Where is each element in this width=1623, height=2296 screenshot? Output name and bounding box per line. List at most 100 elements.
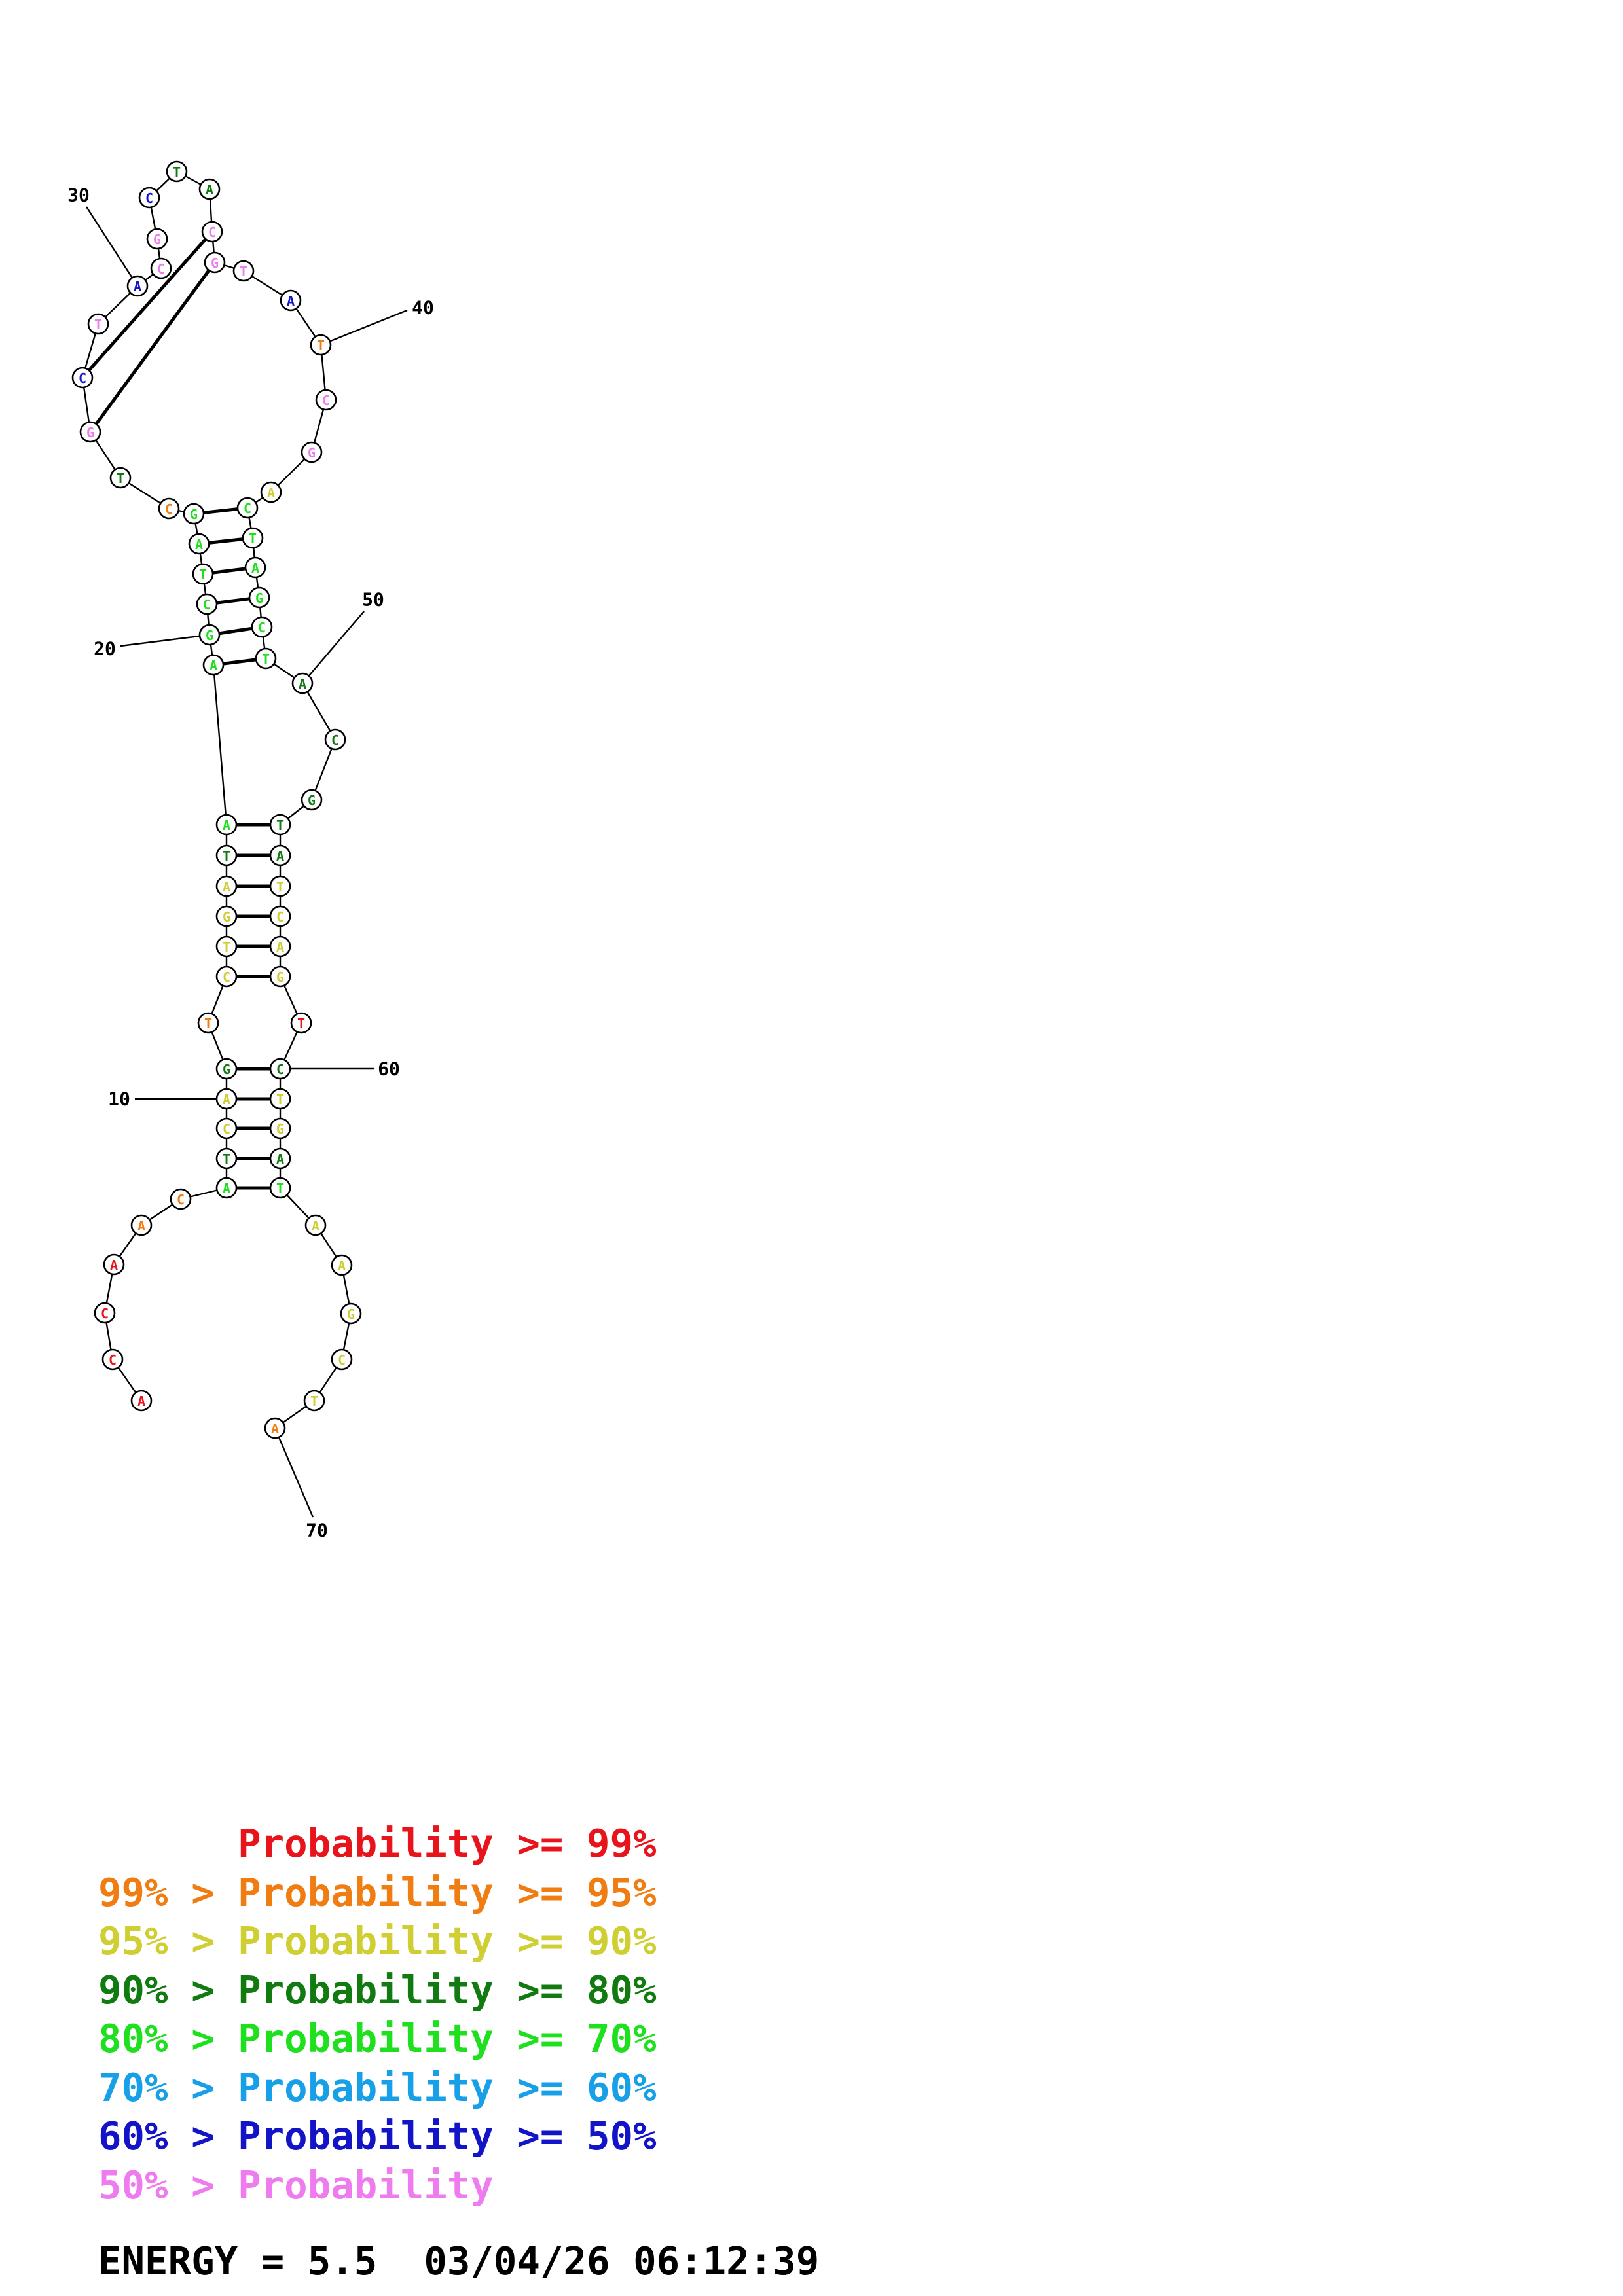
- position-label-70: 70: [306, 1520, 328, 1541]
- legend-value: 99%: [586, 1821, 657, 1866]
- nucleotide-base: A: [338, 1258, 346, 1274]
- legend-gt: >: [191, 1967, 238, 2013]
- nucleotide-base: G: [308, 793, 316, 808]
- nucleotide-circle: [101, 1348, 124, 1371]
- nucleotide-circle: [301, 441, 323, 463]
- nucleotide-base: C: [79, 370, 86, 386]
- tick-label-layer: 10 20 30 40 50 60 70: [67, 185, 434, 1541]
- nucleotide-23: A: [188, 533, 210, 555]
- nucleotide-layer: ACCAACATCAGTCTGATAAGCTAGCTGCTACGCTACGTAT…: [71, 160, 362, 1439]
- nucleotide-62: G: [269, 1117, 291, 1139]
- nucleotide-circle: [215, 905, 238, 927]
- energy-value: 5.5: [307, 2238, 378, 2284]
- nucleotide-base: T: [204, 1016, 212, 1031]
- nucleotide-base: A: [223, 879, 230, 895]
- nucleotide-58: G: [269, 965, 291, 988]
- legend-gt: >: [191, 2162, 238, 2208]
- nucleotide-12: T: [197, 1012, 219, 1034]
- nucleotide-base: A: [206, 182, 213, 198]
- nucleotide-24: G: [183, 503, 205, 525]
- nucleotide-circle: [269, 935, 291, 958]
- nucleotide-circle: [215, 814, 238, 836]
- nucleotide-64: T: [269, 1177, 291, 1199]
- legend-value: 90%: [586, 1918, 657, 1964]
- nucleotide-circle: [103, 1253, 125, 1276]
- nucleotide-circle: [94, 1302, 116, 1324]
- nucleotide-base: T: [262, 651, 270, 667]
- nucleotide-65: A: [304, 1214, 327, 1236]
- nucleotide-circle: [196, 593, 218, 615]
- nucleotide-base: G: [211, 255, 219, 271]
- nucleotide-45: T: [242, 527, 264, 549]
- nucleotide-circle: [215, 1058, 238, 1080]
- tick-line: [274, 1427, 314, 1518]
- nucleotide-base: A: [312, 1218, 319, 1234]
- nucleotide-68: C: [331, 1348, 353, 1371]
- nucleotide-54: A: [269, 844, 291, 867]
- nucleotide-base: T: [199, 567, 207, 583]
- nucleotide-circle: [215, 935, 238, 958]
- tick-line: [120, 634, 210, 647]
- nucleotide-33: C: [138, 187, 160, 209]
- nucleotide-18: A: [215, 814, 238, 836]
- nucleotide-circle: [324, 728, 346, 751]
- nucleotide-25: C: [158, 497, 180, 520]
- nucleotide-base: A: [223, 817, 230, 833]
- nucleotide-27: G: [79, 421, 101, 443]
- nucleotide-base: C: [322, 393, 330, 408]
- nucleotide-circle: [158, 497, 180, 520]
- nucleotide-base: C: [258, 620, 266, 636]
- nucleotide-base: A: [223, 1181, 230, 1196]
- nucleotide-9: C: [215, 1117, 238, 1139]
- nucleotide-base: A: [276, 1151, 284, 1167]
- nucleotide-31: C: [150, 257, 172, 279]
- legend-row: Probability >= 99%: [98, 1820, 657, 1868]
- nucleotide-circle: [255, 647, 277, 670]
- nucleotide-circle: [204, 251, 226, 274]
- legend-label: Probability: [238, 1869, 517, 1915]
- nucleotide-circle: [215, 1177, 238, 1199]
- nucleotide-67: G: [340, 1302, 362, 1325]
- nucleotide-base: G: [153, 232, 161, 247]
- nucleotide-circle: [251, 616, 273, 638]
- nucleotide-4: A: [103, 1253, 125, 1276]
- nucleotide-base: C: [177, 1192, 185, 1208]
- nucleotide-base: G: [223, 1062, 230, 1077]
- nucleotide-base: A: [137, 1218, 145, 1234]
- nucleotide-circle: [202, 654, 225, 676]
- nucleotide-14: T: [215, 935, 238, 958]
- position-label-60: 60: [378, 1058, 400, 1080]
- nucleotide-5: A: [130, 1214, 153, 1236]
- nucleotide-circle: [269, 844, 291, 867]
- nucleotide-51: C: [324, 728, 346, 751]
- nucleotide-48: C: [251, 616, 273, 638]
- nucleotide-38: T: [232, 260, 255, 282]
- nucleotide-base: C: [145, 190, 153, 206]
- legend-prefix: 90%: [98, 1967, 192, 2013]
- nucleotide-base: C: [109, 1352, 117, 1368]
- nucleotide-base: A: [276, 848, 284, 864]
- nucleotide-circle: [291, 672, 314, 694]
- nucleotide-70: A: [264, 1417, 286, 1439]
- nucleotide-circle: [150, 257, 172, 279]
- nucleotide-circle: [280, 289, 302, 312]
- nucleotide-30: A: [126, 275, 149, 297]
- nucleotide-base: G: [276, 1121, 284, 1137]
- nucleotide-circle: [236, 497, 259, 519]
- legend-gt: >: [191, 2064, 238, 2110]
- legend-op: >=: [517, 2016, 587, 2061]
- nucleotide-base: A: [287, 293, 295, 309]
- nucleotide-base: T: [317, 338, 325, 353]
- nucleotide-circle: [260, 481, 282, 503]
- legend-label: Probability: [238, 2113, 517, 2159]
- nucleotide-base: G: [206, 628, 213, 643]
- nucleotide-base: T: [94, 317, 102, 332]
- nucleotide-53: T: [269, 814, 291, 836]
- nucleotide-2: C: [101, 1348, 124, 1371]
- nucleotide-circle: [130, 1214, 153, 1236]
- nucleotide-base: T: [249, 531, 257, 547]
- nucleotide-circle: [264, 1417, 286, 1439]
- backbone-segment: [301, 683, 337, 740]
- nucleotide-circle: [248, 586, 270, 609]
- legend-op: >=: [517, 2113, 587, 2159]
